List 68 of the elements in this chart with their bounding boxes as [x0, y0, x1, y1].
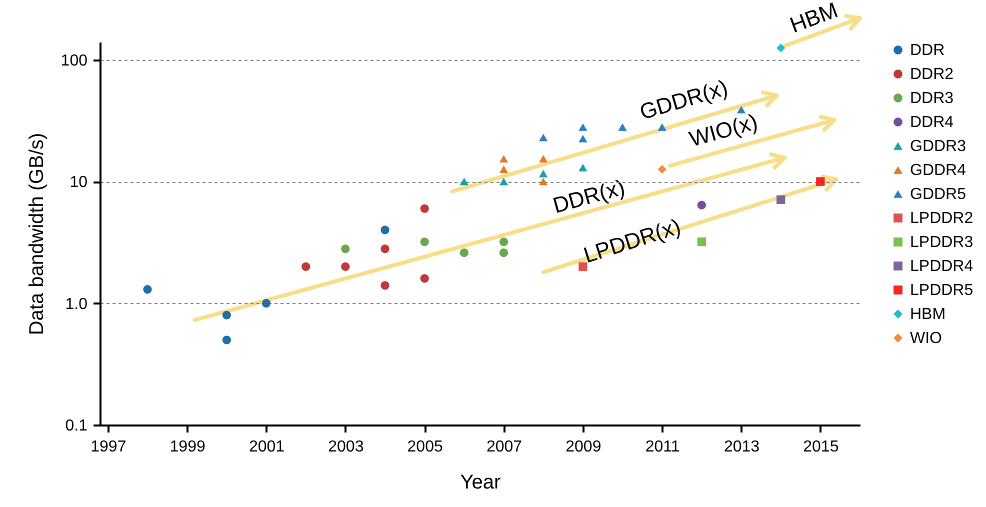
point [499, 237, 508, 246]
point [539, 170, 548, 178]
legend-label: HBM [910, 306, 946, 323]
point [658, 164, 666, 174]
point [539, 134, 548, 142]
x-tick-label: 2005 [407, 438, 443, 456]
point [697, 200, 706, 210]
point [578, 123, 588, 131]
legend-label: DDR [910, 42, 945, 59]
x-tick-label: 2001 [248, 438, 285, 456]
x-tick-label: 2007 [486, 438, 522, 456]
point [143, 285, 152, 294]
point [776, 195, 786, 204]
point [460, 178, 468, 186]
point [222, 310, 231, 320]
x-tick-label: 2013 [724, 438, 760, 456]
x-tick-label: 1999 [170, 438, 206, 456]
point [499, 166, 508, 174]
legend-label: GDDR3 [910, 138, 966, 155]
point [578, 262, 588, 271]
point [222, 336, 231, 344]
y-tick-label: 100 [60, 52, 88, 70]
legend-label: GDDR4 [910, 162, 966, 179]
legend-label: LPDDR4 [910, 258, 974, 275]
point [380, 244, 390, 254]
y-tick-label: 0.1 [65, 418, 88, 434]
point [499, 248, 508, 258]
point [341, 244, 350, 254]
x-tick-label: 2011 [645, 438, 680, 456]
point [499, 178, 508, 186]
annotation: DDR(x) [550, 174, 628, 218]
point [380, 281, 390, 290]
y-axis-title: Data bandwidth (GB/s) [26, 132, 48, 336]
point [420, 237, 429, 246]
point [578, 164, 588, 172]
legend-label: DDR3 [910, 90, 954, 107]
y-tick-label: 10 [70, 174, 88, 192]
x-tick-label: 1997 [90, 438, 126, 456]
point [341, 262, 350, 271]
x-tick-label: 2009 [566, 438, 602, 456]
point [539, 178, 548, 186]
legend-label: LPDDR2 [910, 210, 974, 227]
point [460, 248, 468, 258]
point [618, 123, 627, 131]
legend-label: LPDDR3 [910, 234, 974, 251]
point [539, 154, 548, 162]
point [420, 274, 429, 283]
point [380, 226, 390, 234]
point [578, 134, 588, 142]
x-tick-label: 2015 [803, 438, 839, 456]
x-axis-title: Year [460, 472, 502, 494]
point [776, 44, 786, 52]
point [816, 177, 825, 186]
point [302, 262, 310, 271]
x-tick-label: 2003 [328, 438, 364, 456]
legend-label: DDR4 [910, 114, 954, 131]
point [658, 123, 666, 131]
point [697, 237, 706, 246]
point [499, 154, 508, 162]
y-tick-label: 1.0 [65, 296, 88, 313]
legend-label: LPDDR5 [910, 282, 974, 299]
point [420, 204, 429, 213]
legend-label: GDDR5 [910, 186, 966, 203]
point [262, 298, 271, 308]
text: HBM [786, 0, 842, 38]
legend-label: DDR2 [910, 66, 954, 83]
point [736, 106, 746, 114]
legend-label: WIO [910, 330, 942, 347]
